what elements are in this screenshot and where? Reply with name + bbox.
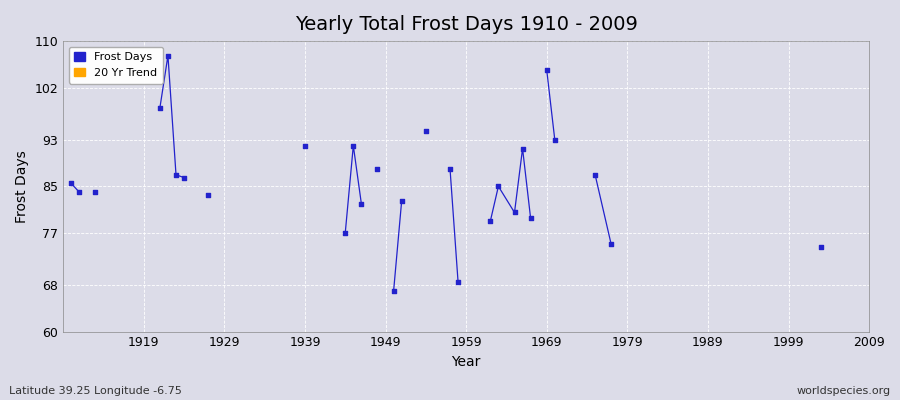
X-axis label: Year: Year <box>452 355 481 369</box>
Point <box>443 166 457 172</box>
Point <box>169 172 184 178</box>
Point <box>370 166 384 172</box>
Point <box>451 279 465 286</box>
Legend: Frost Days, 20 Yr Trend: Frost Days, 20 Yr Trend <box>68 47 163 84</box>
Point <box>355 200 369 207</box>
Point <box>201 192 215 198</box>
Point <box>298 142 312 149</box>
Point <box>588 172 602 178</box>
Point <box>161 52 176 59</box>
Point <box>604 241 618 248</box>
Point <box>418 128 433 134</box>
Point <box>524 215 538 222</box>
Point <box>814 244 828 250</box>
Text: Latitude 39.25 Longitude -6.75: Latitude 39.25 Longitude -6.75 <box>9 386 182 396</box>
Point <box>539 67 554 73</box>
Point <box>64 180 78 187</box>
Point <box>491 183 506 190</box>
Point <box>346 142 361 149</box>
Title: Yearly Total Frost Days 1910 - 2009: Yearly Total Frost Days 1910 - 2009 <box>294 15 637 34</box>
Text: worldspecies.org: worldspecies.org <box>796 386 891 396</box>
Point <box>516 145 530 152</box>
Y-axis label: Frost Days: Frost Days <box>15 150 29 223</box>
Point <box>394 198 409 204</box>
Point <box>547 137 562 143</box>
Point <box>386 288 400 294</box>
Point <box>72 189 86 195</box>
Point <box>508 209 522 216</box>
Point <box>153 105 167 111</box>
Point <box>483 218 498 224</box>
Point <box>88 189 103 195</box>
Point <box>177 174 192 181</box>
Point <box>338 230 353 236</box>
